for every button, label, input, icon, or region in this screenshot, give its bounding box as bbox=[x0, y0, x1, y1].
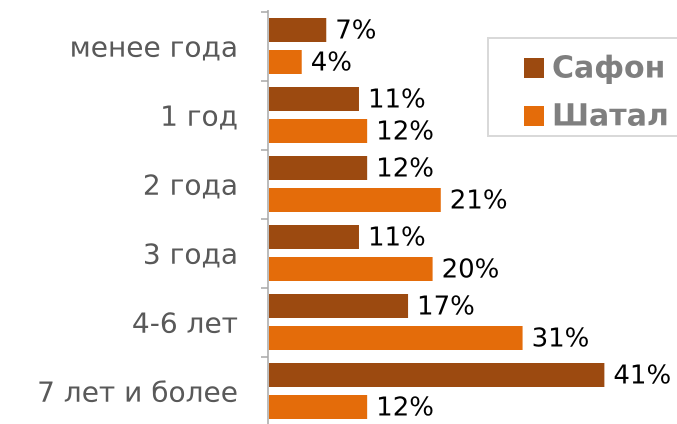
bar bbox=[269, 188, 441, 212]
category-label: 4-6 лет bbox=[132, 307, 238, 340]
bar bbox=[269, 119, 368, 143]
value-label: 31% bbox=[532, 324, 590, 354]
value-label: 11% bbox=[368, 85, 426, 115]
bar bbox=[269, 326, 523, 350]
category-label: 1 год bbox=[160, 100, 238, 133]
value-label: 21% bbox=[450, 186, 508, 216]
legend-swatch bbox=[524, 106, 544, 126]
category-label: 3 года bbox=[143, 238, 238, 271]
bar bbox=[269, 294, 409, 318]
category-label: менее года bbox=[70, 31, 238, 64]
legend-swatch bbox=[524, 58, 544, 78]
category-label: 7 лет и более bbox=[37, 376, 238, 409]
legend-label: Шатал bbox=[552, 99, 669, 134]
bar bbox=[269, 225, 359, 249]
category-label: 2 года bbox=[143, 169, 238, 202]
legend-box bbox=[487, 37, 677, 137]
value-label: 12% bbox=[376, 154, 434, 184]
legend-label: Сафон bbox=[552, 51, 665, 86]
value-label: 12% bbox=[376, 393, 434, 423]
bar bbox=[269, 50, 302, 74]
value-label: 12% bbox=[376, 117, 434, 147]
bar bbox=[269, 87, 359, 111]
value-label: 7% bbox=[335, 16, 376, 46]
bar bbox=[269, 395, 368, 419]
bar bbox=[269, 257, 433, 281]
value-label: 4% bbox=[311, 48, 352, 78]
bar bbox=[269, 18, 327, 42]
bar bbox=[269, 363, 605, 387]
bar bbox=[269, 156, 368, 180]
value-label: 41% bbox=[613, 361, 671, 391]
value-label: 17% bbox=[417, 292, 475, 322]
value-label: 20% bbox=[442, 255, 500, 285]
value-label: 11% bbox=[368, 223, 426, 253]
